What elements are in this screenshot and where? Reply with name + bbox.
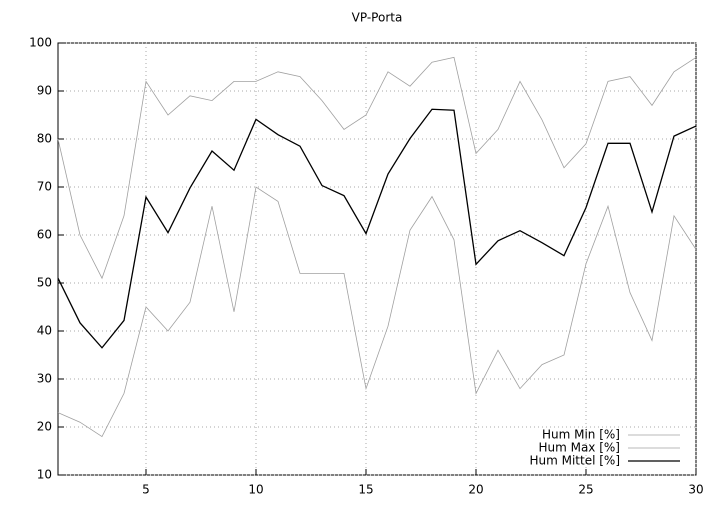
y-tick-label: 20 [37, 420, 52, 434]
x-tick-label: 25 [578, 483, 593, 497]
y-tick-label: 90 [37, 84, 52, 98]
data-line [57, 186, 697, 438]
data-line [57, 108, 697, 349]
y-tick-label: 80 [37, 132, 52, 146]
y-tick-label: 100 [29, 36, 52, 50]
x-tick-label: 10 [248, 483, 263, 497]
x-tick-label: 15 [358, 483, 373, 497]
legend-label: Hum Max [%] [538, 441, 620, 455]
y-tick-label: 40 [37, 324, 52, 338]
y-tick-label: 10 [37, 468, 52, 482]
x-tick-label: 30 [688, 483, 703, 497]
y-tick-label: 60 [37, 228, 52, 242]
y-tick-label: 50 [37, 276, 52, 290]
legend-label: Hum Min [%] [542, 428, 620, 442]
chart-title: VP-Porta [352, 11, 403, 25]
plot-frame [57, 42, 697, 476]
legend-label: Hum Mittel [%] [529, 454, 620, 468]
x-tick-label: 5 [142, 483, 150, 497]
data-line [57, 56, 697, 280]
x-tick-label: 20 [468, 483, 483, 497]
y-tick-label: 30 [37, 372, 52, 386]
y-tick-label: 70 [37, 180, 52, 194]
